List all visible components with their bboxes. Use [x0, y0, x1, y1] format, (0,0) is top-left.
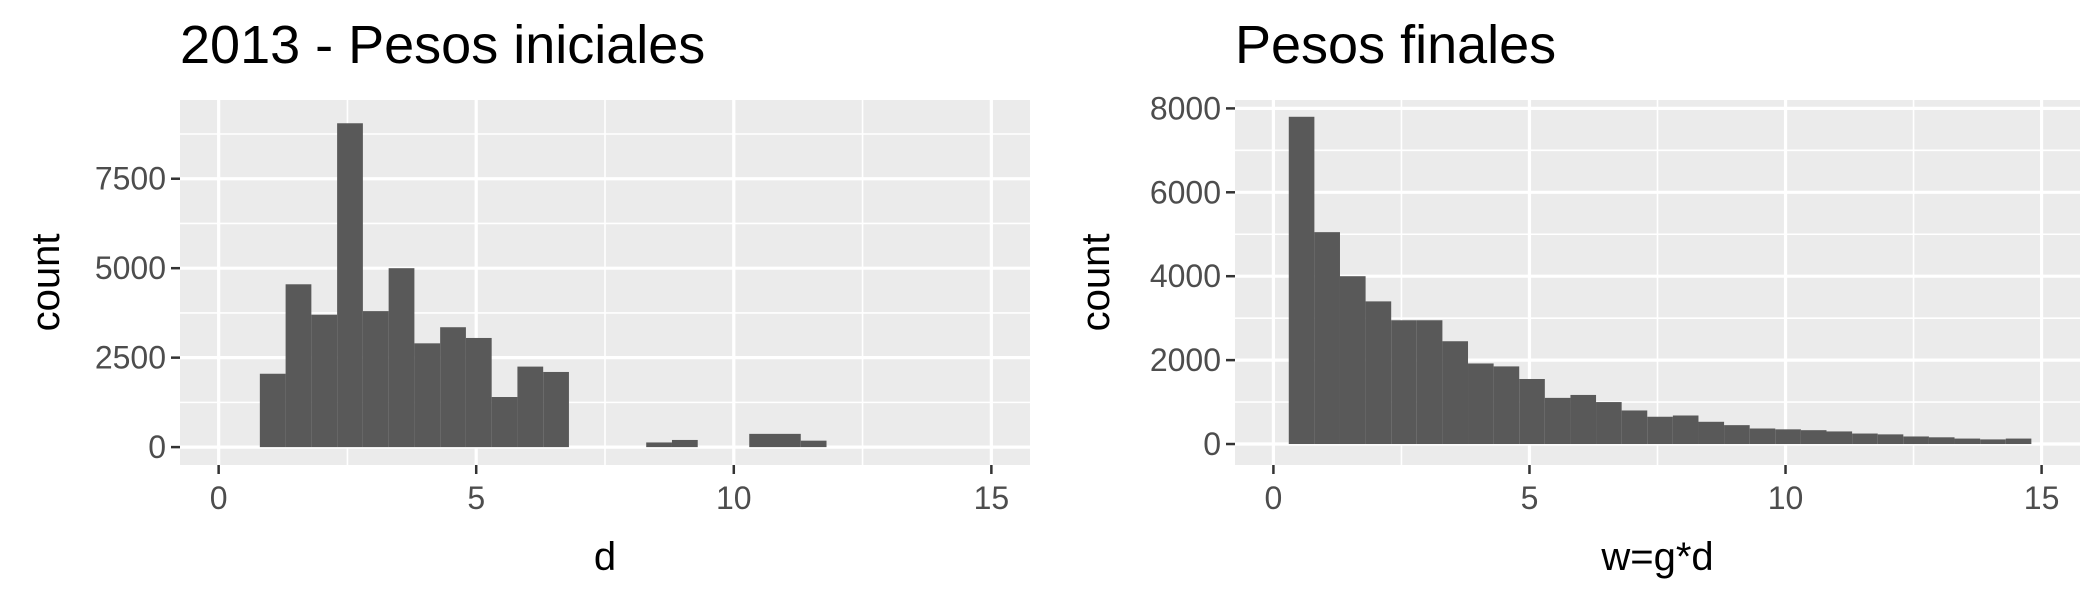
histogram-bar — [414, 343, 441, 448]
y-tick-label: 0 — [1203, 426, 1221, 462]
chart-title: Pesos finales — [1235, 15, 1557, 75]
x-tick-label: 5 — [467, 480, 485, 516]
histogram-bar — [1314, 232, 1340, 445]
histogram-bar — [362, 311, 389, 448]
x-tick-label: 10 — [1768, 480, 1804, 516]
plot-svg: 0 5 10 15 0 2000 4000 6000 8000 w=g*d count — [1074, 90, 2080, 579]
x-axis-title: w=g*d — [1600, 535, 1713, 579]
histogram-bar — [1826, 431, 1853, 445]
x-tick-label: 0 — [210, 480, 228, 516]
histogram-pesos-iniciales: 2013 - Pesos iniciales 0 5 10 15 0 2500 5000 75… — [24, 15, 1030, 579]
histogram-bar — [1519, 378, 1545, 445]
x-tick-label: 5 — [1521, 480, 1539, 516]
histogram-bar — [1596, 402, 1622, 445]
y-axis-title: count — [24, 234, 68, 332]
y-tick-label: 2500 — [95, 340, 166, 376]
x-tick-label: 10 — [716, 480, 752, 516]
histogram-bar — [2005, 438, 2032, 445]
histogram-bar — [285, 284, 312, 448]
histogram-bar — [1672, 415, 1699, 445]
histogram-bar — [440, 327, 466, 448]
chart-title: 2013 - Pesos iniciales — [180, 15, 706, 75]
y-tick-label: 2000 — [1150, 342, 1221, 378]
histogram-bar — [800, 440, 827, 448]
histogram-bar — [1800, 430, 1827, 445]
histogram-bar — [1698, 421, 1725, 445]
histogram-bar — [1980, 439, 2006, 445]
histogram-bar — [1775, 429, 1801, 445]
histogram-bar — [1288, 116, 1315, 445]
y-tick-label: 7500 — [95, 161, 166, 197]
histogram-bar — [1954, 438, 1981, 445]
histogram-bar — [543, 371, 569, 448]
histogram-bar — [1544, 397, 1571, 445]
histogram-bar — [388, 268, 415, 448]
x-tick-label: 15 — [2024, 480, 2060, 516]
histogram-bar — [1903, 436, 1929, 445]
y-tick-label: 6000 — [1150, 174, 1221, 210]
histogram-bar — [1749, 428, 1776, 445]
histogram-bar — [1877, 434, 1904, 445]
histogram-bar — [749, 433, 775, 448]
x-tick-label: 0 — [1265, 480, 1283, 516]
histogram-bar — [1391, 320, 1417, 445]
histogram-bar — [517, 366, 544, 448]
histogram-bar — [1442, 341, 1469, 445]
histogram-bar — [337, 123, 363, 448]
histogram-bar — [1365, 301, 1392, 445]
x-tick-label: 15 — [974, 480, 1010, 516]
x-axis-title: d — [594, 535, 616, 579]
histogram-bar — [259, 373, 286, 448]
y-tick-label: 8000 — [1150, 90, 1221, 126]
y-tick-label: 0 — [148, 429, 166, 465]
histogram-bar — [1621, 410, 1648, 445]
histogram-bar — [1468, 363, 1494, 445]
histogram-bar — [465, 337, 492, 448]
histogram-bar — [1416, 320, 1443, 445]
histogram-bar — [1570, 394, 1597, 445]
histogram-bar — [1928, 437, 1955, 445]
histogram-bar — [671, 439, 698, 448]
histogram-bar — [1647, 416, 1673, 445]
histogram-pesos-finales: Pesos finales 0 5 10 15 0 2000 4000 6000 8000 w=g… — [1050, 0, 2100, 600]
histogram-bar — [1493, 366, 1520, 445]
histogram-bar — [1852, 433, 1878, 445]
y-axis-title: count — [1074, 234, 1118, 332]
y-tick-label: 5000 — [95, 250, 166, 286]
histogram-bar — [1724, 425, 1750, 445]
histogram-bar — [646, 442, 672, 448]
histogram-bar — [775, 433, 801, 448]
histogram-bar — [1339, 276, 1366, 445]
plot-svg: 0 5 10 15 0 2500 5000 7500 d count — [24, 100, 1030, 579]
y-tick-label: 4000 — [1150, 258, 1221, 294]
histogram-bar — [491, 397, 518, 448]
histogram-bar — [311, 314, 338, 448]
